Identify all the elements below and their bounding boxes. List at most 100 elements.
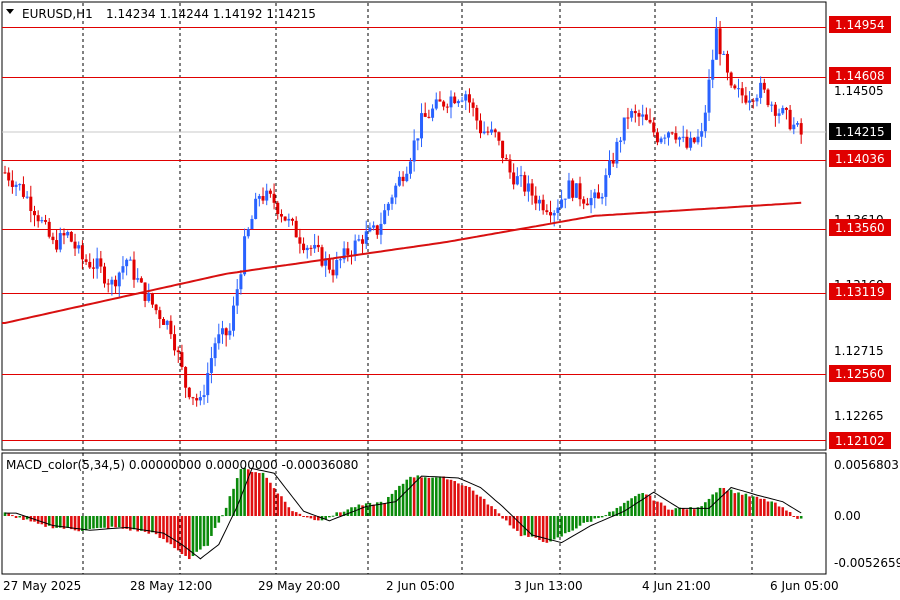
macd-bar: [486, 504, 490, 516]
candle-body: [696, 136, 700, 143]
macd-bar: [18, 516, 22, 518]
candle-body: [232, 305, 236, 331]
macd-bar: [692, 509, 696, 516]
chevron-down-icon[interactable]: [6, 9, 14, 14]
macd-bar: [755, 496, 759, 516]
macd-bar: [305, 516, 309, 518]
macd-bar: [364, 503, 368, 516]
candle-body: [313, 244, 317, 249]
candle-body: [128, 259, 132, 261]
macd-bar: [597, 516, 600, 519]
macd-bar: [154, 516, 158, 535]
macd-bar: [206, 516, 210, 546]
macd-bar: [434, 477, 438, 516]
candle-body: [755, 97, 759, 102]
macd-bar: [173, 516, 176, 549]
candle-body: [464, 94, 468, 101]
candle-body: [438, 99, 442, 102]
candle-body: [110, 279, 114, 285]
macd-bar: [667, 509, 670, 516]
candle-body: [497, 132, 501, 141]
macd-bar: [549, 516, 552, 542]
candle-body: [449, 96, 453, 108]
macd-bar: [66, 516, 69, 528]
candle-body: [213, 343, 217, 359]
candle-body: [265, 190, 269, 201]
macd-bar: [575, 516, 578, 529]
macd-bar: [357, 504, 361, 516]
macd-bar: [110, 516, 114, 527]
candle-body: [69, 232, 73, 242]
macd-bar: [457, 483, 460, 516]
macd-bar: [586, 516, 589, 523]
macd-bar: [493, 509, 497, 516]
price-pane-frame: [1, 1, 827, 451]
macd-bar: [611, 511, 615, 516]
macd-bar: [707, 498, 711, 516]
macd-bar: [527, 516, 530, 537]
candle-body: [748, 100, 752, 103]
candle-body: [121, 266, 125, 273]
macd-bar: [652, 500, 656, 516]
candle-body: [80, 245, 84, 260]
candle-body: [3, 172, 7, 174]
macd-scale-min: -0.0052659: [834, 556, 900, 570]
candle-body: [766, 89, 770, 106]
level-tag-label: 1.12102: [835, 434, 885, 448]
candle-body: [703, 112, 707, 132]
candle-body: [574, 183, 578, 198]
candle-body: [740, 88, 744, 96]
macd-bar: [563, 516, 567, 534]
candle-body: [792, 124, 796, 130]
macd-bar: [512, 516, 515, 529]
macd-bar: [62, 516, 66, 529]
macd-bar: [95, 516, 99, 529]
candlesticks: [3, 17, 803, 407]
candle-body: [309, 247, 313, 249]
candle-body: [55, 240, 59, 250]
macd-bar: [726, 491, 729, 516]
candle-body: [401, 176, 405, 182]
macd-bar: [283, 501, 287, 516]
time-tick-label: 4 Jun 21:00: [642, 579, 711, 593]
macd-bar: [567, 516, 571, 533]
macd-bar: [77, 516, 81, 532]
candle-body: [198, 397, 202, 401]
candle-body: [353, 240, 357, 255]
macd-bar: [331, 515, 335, 517]
macd-bar: [346, 509, 350, 516]
macd-bar: [361, 505, 364, 516]
level-tag: [829, 219, 891, 236]
macd-bar: [659, 502, 663, 516]
macd-bar: [475, 494, 479, 516]
candle-body: [228, 330, 232, 336]
macd-bar: [243, 467, 246, 516]
macd-bar: [51, 516, 55, 529]
level-price-tags: 1.14954 1.14608 1.14036 1.13560 1.13119 …: [829, 16, 891, 449]
macd-bar: [213, 516, 217, 528]
macd-bar: [696, 507, 700, 516]
macd-bar: [188, 516, 191, 560]
candle-body: [648, 119, 652, 123]
macd-bar: [151, 516, 154, 533]
macd-bar: [291, 511, 294, 516]
macd-bar: [446, 479, 449, 516]
candle-body: [254, 198, 258, 219]
candle-body: [346, 248, 350, 255]
macd-bar: [449, 479, 453, 516]
candle-body: [220, 328, 224, 335]
candle-body: [209, 358, 213, 373]
macd-bar: [490, 506, 493, 516]
macd-bar: [328, 516, 331, 518]
macd-bar: [195, 516, 198, 552]
macd-bar: [228, 496, 232, 516]
macd-bar: [464, 485, 468, 516]
macd-bar: [615, 507, 619, 516]
macd-bar: [641, 493, 644, 516]
macd-bar: [663, 505, 667, 516]
candle-body: [600, 196, 604, 199]
candle-body: [95, 258, 99, 269]
macd-bar: [508, 516, 512, 526]
candle-body: [383, 210, 387, 224]
